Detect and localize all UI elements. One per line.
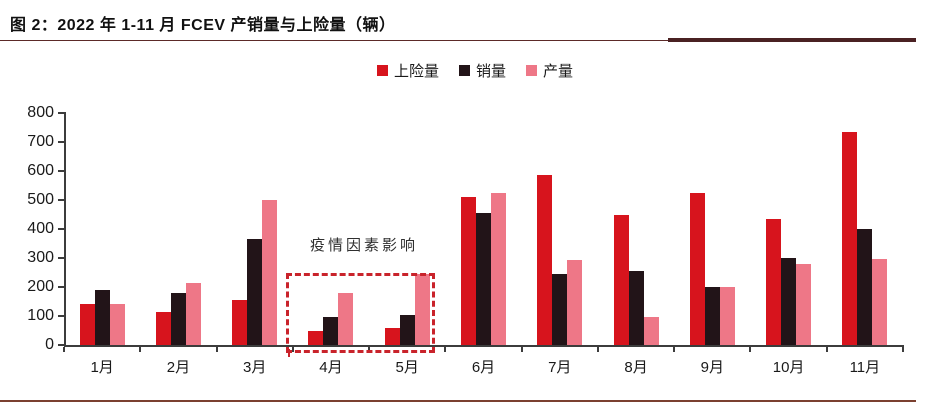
y-axis-tick-label: 0 [45, 336, 54, 353]
bar-上险量-6月 [461, 197, 476, 345]
x-axis-category-label: 7月 [548, 359, 572, 376]
bar-上险量-2月 [155, 311, 171, 345]
bar-上险量-4月 [308, 330, 324, 345]
y-axis-tick-mark [58, 228, 64, 230]
x-axis-tick-mark [444, 347, 447, 352]
y-axis-tick-mark [58, 286, 64, 288]
bar-产量-3月 [262, 200, 278, 345]
bar-销量-8月 [628, 271, 644, 345]
legend-label: 产量 [543, 63, 574, 80]
bar-产量-7月 [567, 260, 583, 345]
y-axis-tick-mark [58, 112, 64, 114]
legend-swatch-icon [376, 65, 388, 76]
annotation-dashed-box [286, 273, 435, 353]
y-axis-tick-mark [58, 257, 64, 259]
legend-swatch-icon [458, 65, 470, 76]
title-rule-thick [668, 38, 916, 42]
annotation-arrow-tip [288, 349, 290, 357]
x-axis-category-label: 9月 [700, 359, 724, 376]
x-axis-tick-mark [673, 347, 676, 352]
bar-产量-8月 [643, 316, 659, 345]
bar-销量-4月 [323, 317, 339, 345]
x-axis-category-label: 11月 [849, 359, 881, 376]
title-rule-thin [0, 40, 916, 41]
y-axis-tick-label: 800 [27, 104, 54, 121]
y-axis-tick-label: 100 [27, 307, 54, 324]
bar-产量-1月 [109, 304, 125, 345]
annotation-label: 疫情因素影响 [309, 237, 418, 254]
x-axis-tick-mark [902, 347, 904, 352]
y-axis-tick-mark [58, 344, 64, 346]
bar-销量-5月 [399, 314, 415, 345]
bar-上险量-3月 [232, 300, 248, 345]
legend-label: 上险量 [393, 63, 439, 80]
bar-产量-4月 [338, 293, 354, 345]
bar-上险量-8月 [613, 215, 629, 345]
y-axis-tick-label: 300 [27, 249, 54, 266]
x-axis-tick-mark [215, 347, 218, 352]
x-axis-category-label: 5月 [395, 359, 419, 376]
bar-销量-3月 [247, 239, 263, 345]
legend-label: 销量 [475, 63, 506, 80]
bar-上险量-11月 [842, 132, 858, 345]
y-axis-tick-label: 400 [27, 220, 54, 237]
x-axis-category-label: 4月 [319, 359, 343, 376]
y-axis-tick-mark [58, 315, 64, 317]
bar-销量-11月 [857, 229, 873, 345]
bar-上险量-5月 [384, 328, 400, 345]
x-axis-tick-mark [63, 347, 65, 352]
bar-销量-10月 [781, 258, 797, 345]
y-axis-line [64, 112, 66, 346]
x-axis-category-label: 8月 [624, 359, 648, 376]
bar-销量-1月 [94, 289, 110, 345]
bottom-rule [0, 400, 916, 402]
bar-销量-9月 [704, 287, 720, 345]
bar-产量-9月 [719, 287, 735, 345]
x-axis-tick-mark [520, 347, 523, 352]
x-axis-line [64, 345, 904, 347]
legend-item-0: 上险量 [376, 60, 439, 81]
x-axis-tick-mark [596, 347, 599, 352]
x-axis-tick-mark [368, 347, 371, 352]
bar-上险量-9月 [689, 192, 705, 345]
legend-swatch-icon [526, 65, 537, 76]
x-axis-category-label: 1月 [90, 359, 114, 376]
x-axis-category-label: 3月 [243, 359, 267, 376]
chart-legend: 上险量 销量 产量 [0, 60, 950, 81]
bar-产量-11月 [872, 258, 888, 345]
bar-销量-6月 [476, 213, 491, 345]
bar-上险量-1月 [79, 304, 95, 345]
bar-产量-2月 [185, 282, 201, 345]
y-axis-tick-mark [58, 170, 64, 172]
bar-上险量-10月 [766, 218, 782, 345]
bar-产量-6月 [491, 192, 506, 345]
x-axis-tick-mark [749, 347, 752, 352]
y-axis-tick-label: 500 [27, 191, 54, 208]
y-axis-tick-label: 700 [27, 133, 54, 150]
legend-item-1: 销量 [458, 60, 506, 81]
x-axis-category-label: 2月 [166, 359, 191, 376]
y-axis-tick-label: 600 [27, 162, 54, 179]
bar-销量-2月 [170, 292, 186, 345]
bar-产量-10月 [796, 264, 812, 345]
x-axis-tick-mark [291, 347, 294, 352]
y-axis-tick-label: 200 [27, 278, 54, 295]
x-axis-tick-mark [139, 347, 142, 352]
x-axis-category-label: 10月 [772, 359, 805, 376]
y-axis-tick-mark [58, 199, 64, 201]
bar-销量-7月 [552, 273, 568, 345]
figure-title: 图 2：2022 年 1-11 月 FCEV 产销量与上险量（辆） [10, 17, 396, 34]
x-axis-category-label: 6月 [471, 359, 496, 376]
bar-产量-5月 [414, 273, 430, 345]
x-axis-tick-mark [825, 347, 828, 352]
bar-上险量-7月 [537, 175, 553, 345]
legend-item-2: 产量 [526, 60, 573, 81]
y-axis-tick-mark [58, 141, 64, 143]
